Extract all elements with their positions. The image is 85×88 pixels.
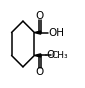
Text: O: O: [36, 67, 44, 77]
Polygon shape: [34, 31, 41, 34]
Text: O: O: [36, 11, 44, 21]
Polygon shape: [34, 54, 41, 57]
Text: CH₃: CH₃: [51, 51, 68, 60]
Text: O: O: [46, 50, 55, 60]
Text: OH: OH: [49, 28, 65, 38]
